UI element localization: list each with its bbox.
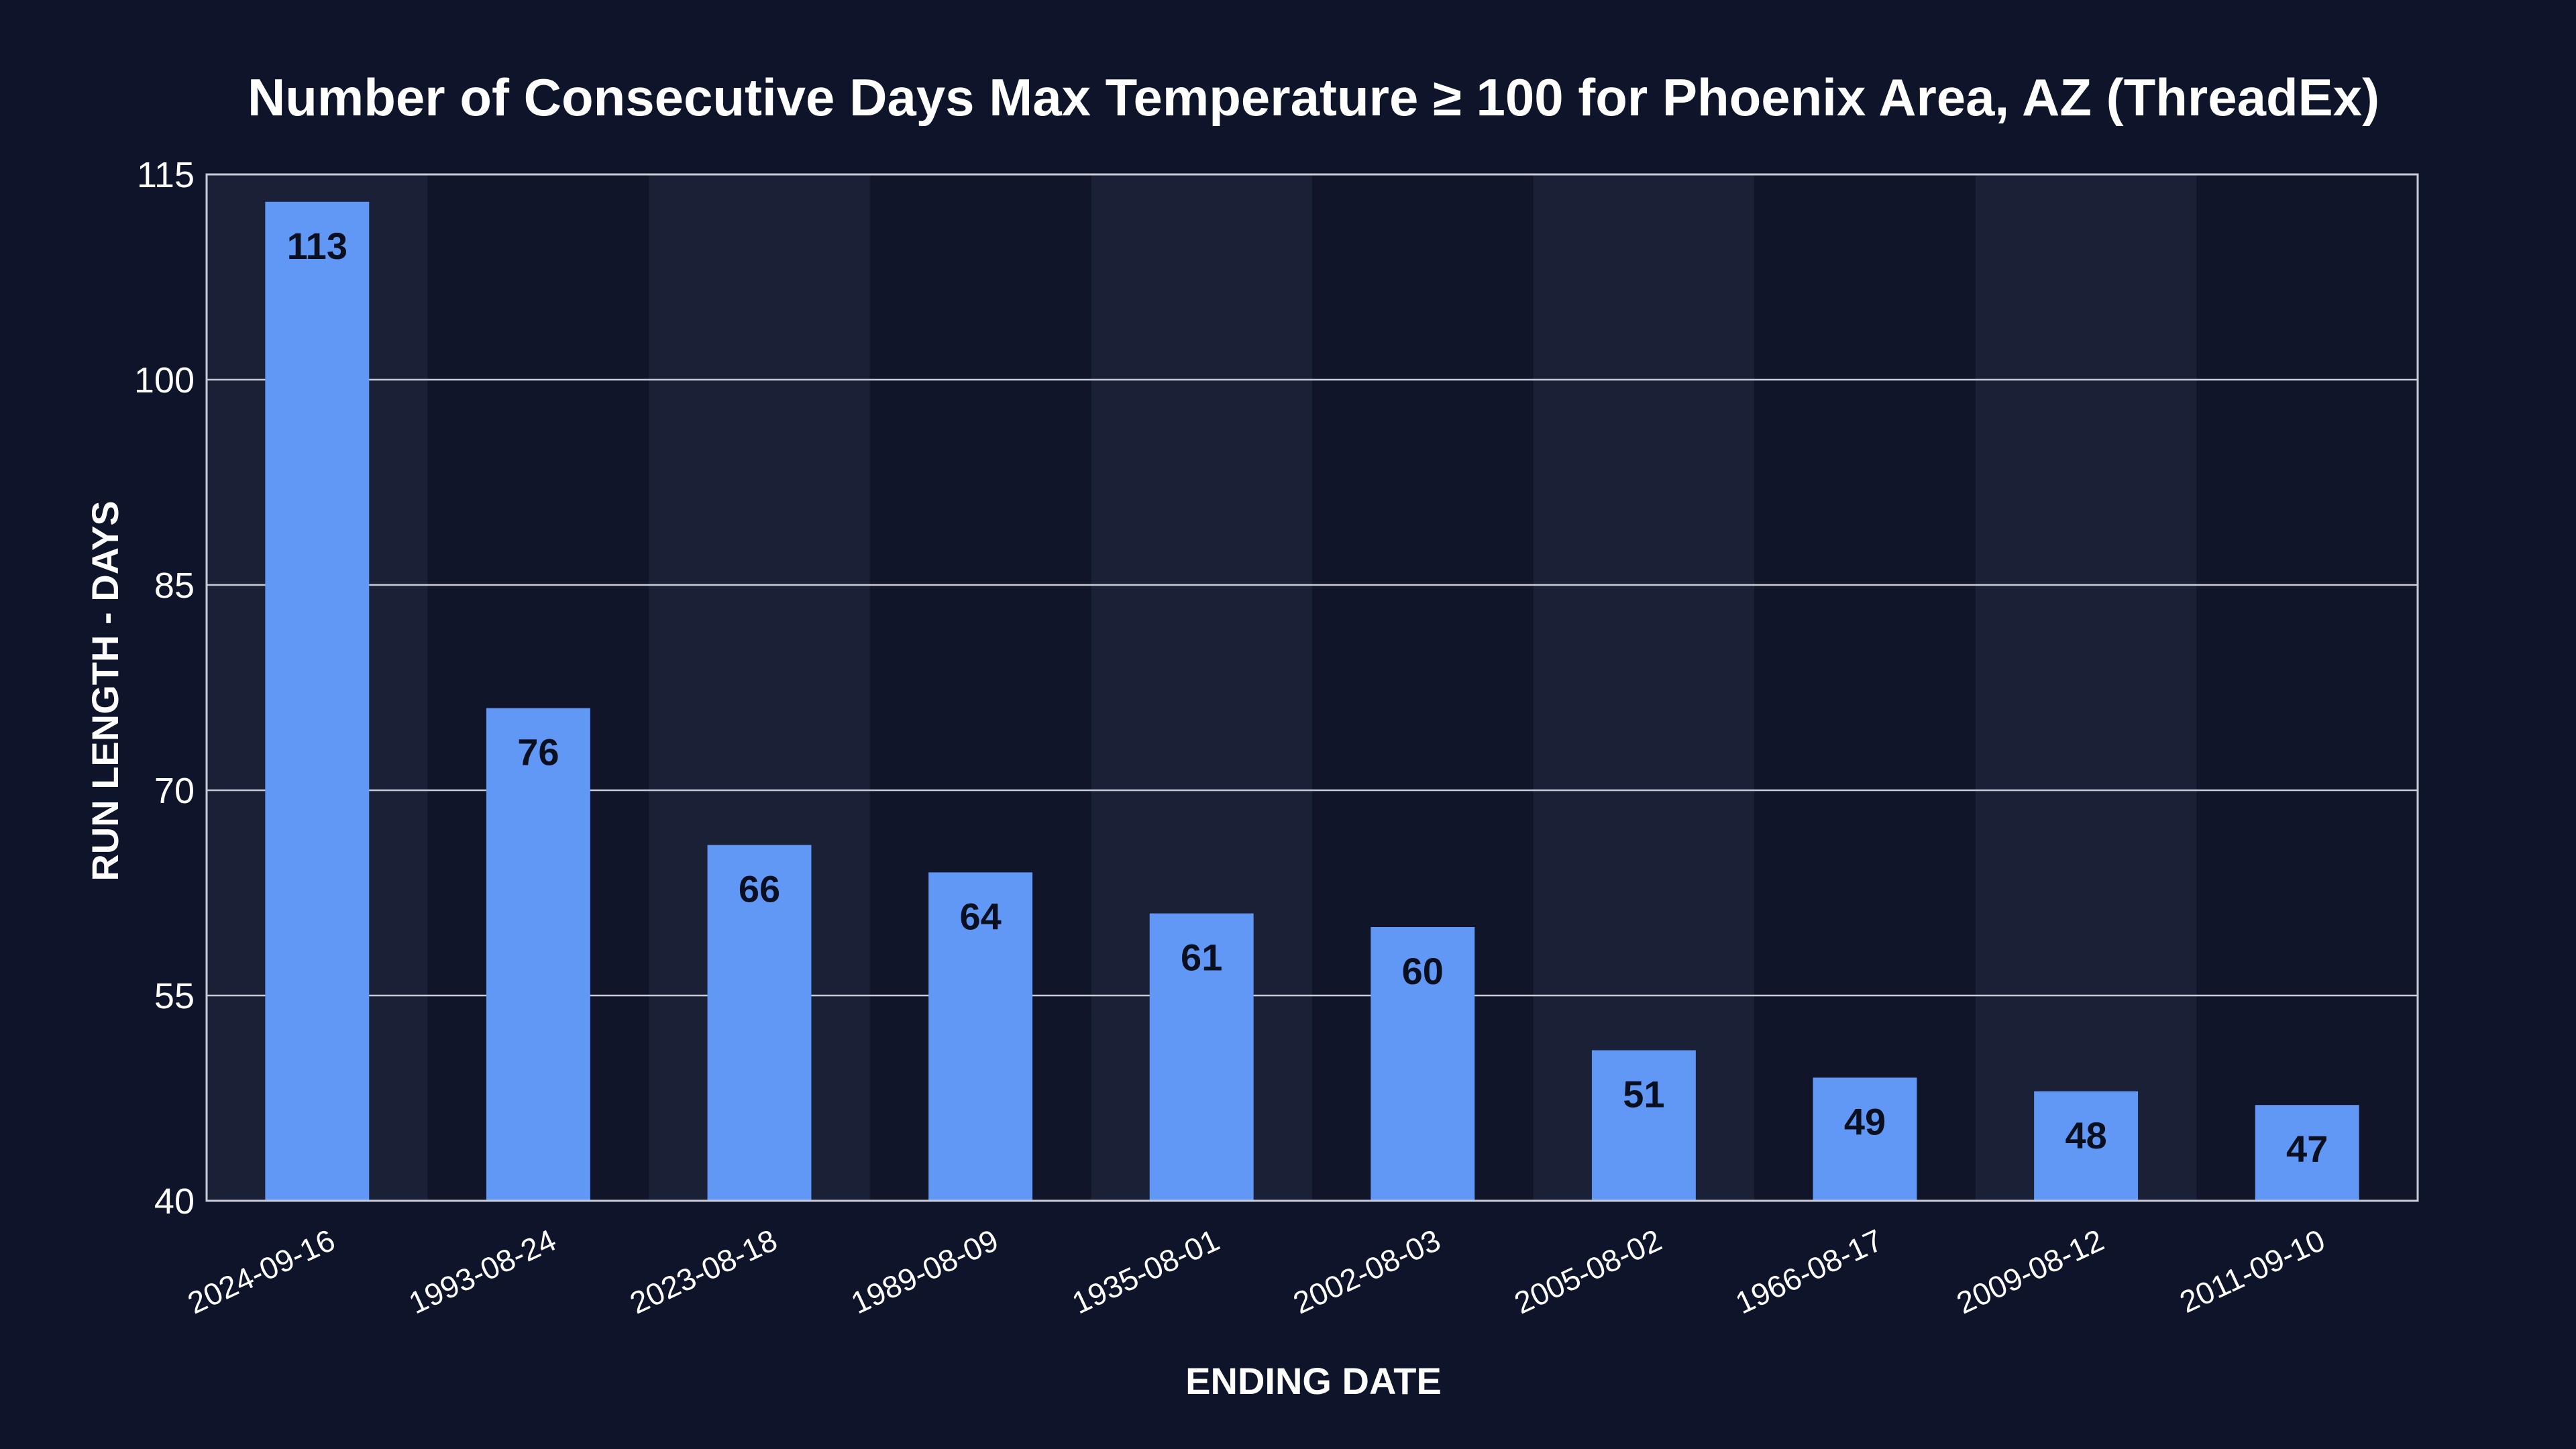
- x-tick-label: 2005-08-02: [1509, 1222, 1666, 1321]
- data-label: 49: [1844, 1100, 1886, 1142]
- chart-title: Number of Consecutive Days Max Temperatu…: [248, 68, 2379, 127]
- bar: [2255, 1105, 2359, 1201]
- background-band: [1533, 174, 1755, 1201]
- bar: [707, 845, 812, 1201]
- bars: [265, 201, 2359, 1201]
- y-axis-ticks: 40 55 70 85 100 115: [134, 155, 195, 1222]
- y-tick-label: 70: [154, 771, 195, 811]
- data-label: 66: [739, 868, 780, 910]
- x-tick-label: 2011-09-10: [2174, 1222, 2330, 1320]
- x-axis-ticks: 2024-09-16 1993-08-24 2023-08-18 1989-08-09…: [182, 1222, 2330, 1321]
- background-band: [1975, 174, 2197, 1201]
- background-band: [2196, 174, 2418, 1201]
- x-tick-label: 1989-08-09: [846, 1222, 1004, 1321]
- bar: [486, 708, 590, 1201]
- y-tick-label: 115: [137, 155, 195, 195]
- x-tick-label: 1935-08-01: [1067, 1222, 1224, 1321]
- bar: [1371, 927, 1475, 1201]
- data-label: 51: [1623, 1073, 1664, 1116]
- background-band: [1754, 174, 1976, 1201]
- y-tick-label: 40: [154, 1181, 195, 1222]
- data-label: 47: [2286, 1128, 2328, 1170]
- x-tick-label: 2002-08-03: [1288, 1222, 1446, 1321]
- data-label: 76: [517, 731, 559, 773]
- bar: [1813, 1077, 1917, 1201]
- data-label: 60: [1402, 950, 1444, 992]
- x-tick-label: 1993-08-24: [403, 1222, 561, 1321]
- x-tick-label: 2024-09-16: [182, 1222, 340, 1321]
- bar: [1591, 1050, 1696, 1201]
- y-tick-label: 55: [154, 976, 195, 1016]
- data-label: 61: [1181, 936, 1222, 979]
- data-label: 64: [959, 895, 1001, 937]
- plot-frame: [205, 173, 2419, 1202]
- bar: [265, 201, 370, 1201]
- x-tick-label: 2023-08-18: [625, 1222, 782, 1321]
- y-axis-title: RUN LENGTH - DAYS: [84, 500, 126, 881]
- y-tick-label: 100: [134, 360, 195, 400]
- bar: [2034, 1091, 2139, 1201]
- data-labels: 113 76 66 64 61 60 51 49 48 47: [287, 225, 2328, 1170]
- y-tick-label: 85: [154, 566, 195, 606]
- data-label: 113: [287, 225, 347, 267]
- data-label: 48: [2065, 1114, 2106, 1157]
- x-tick-label: 2009-08-12: [1951, 1222, 2109, 1321]
- x-axis-title: ENDING DATE: [1185, 1360, 1442, 1402]
- bar: [928, 872, 1033, 1201]
- bar: [1149, 913, 1254, 1201]
- x-tick-label: 1966-08-17: [1730, 1222, 1888, 1321]
